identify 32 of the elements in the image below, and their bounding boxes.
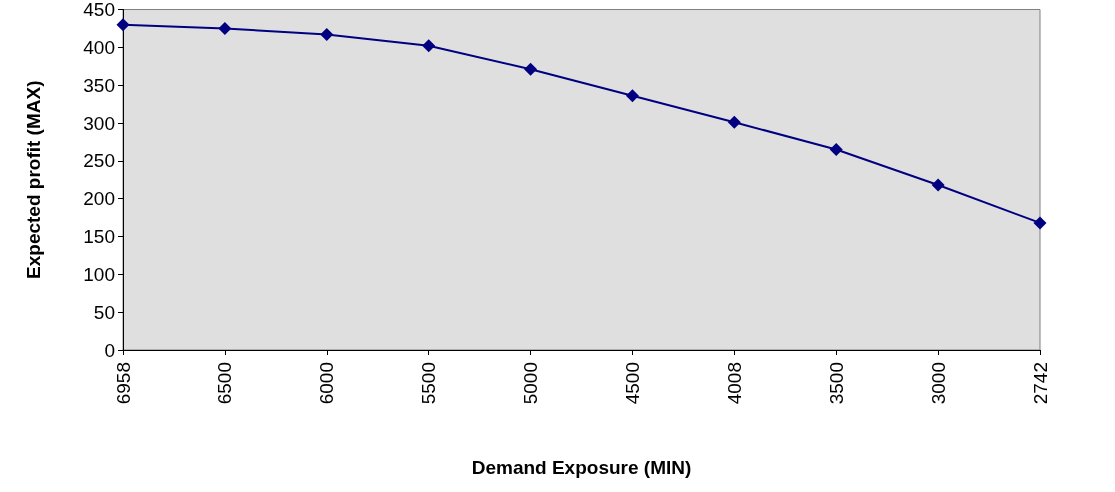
x-tick-label: 3000: [927, 362, 949, 405]
y-tick-label: 100: [83, 263, 115, 285]
y-tick-label: 350: [83, 74, 115, 96]
x-tick-label: 6500: [214, 362, 236, 405]
point: [218, 21, 232, 35]
x-tick-label: 6000: [316, 362, 338, 405]
x-tick-label: 5000: [520, 362, 542, 405]
point: [625, 89, 639, 103]
y-tick-label: 0: [104, 339, 115, 361]
point: [116, 18, 130, 32]
point: [422, 39, 436, 53]
y-tick-label: 400: [83, 36, 115, 58]
point: [931, 178, 945, 192]
point: [727, 115, 741, 129]
point: [320, 27, 334, 41]
y-tick-label: 250: [83, 150, 115, 172]
x-tick-label: 3500: [825, 362, 847, 405]
y-tick-label: 150: [83, 226, 115, 247]
point: [1033, 216, 1047, 230]
y-tick-label: 300: [83, 112, 115, 134]
x-tick-label: 6958: [112, 362, 134, 405]
y-axis-title: Expected profit (MAX): [23, 80, 44, 279]
x-axis-title: Demand Exposure (MIN): [471, 457, 692, 478]
point: [829, 142, 843, 156]
x-tick-label: 5500: [418, 362, 440, 405]
y-tick-label: 50: [93, 301, 115, 323]
y-tick-label: 200: [83, 188, 115, 210]
point: [524, 62, 538, 76]
y-tick-label: 450: [83, 0, 115, 20]
x-tick-label: 4500: [621, 362, 643, 405]
x-tick-label: 2742: [1029, 362, 1051, 405]
x-tick-label: 4008: [723, 362, 745, 405]
